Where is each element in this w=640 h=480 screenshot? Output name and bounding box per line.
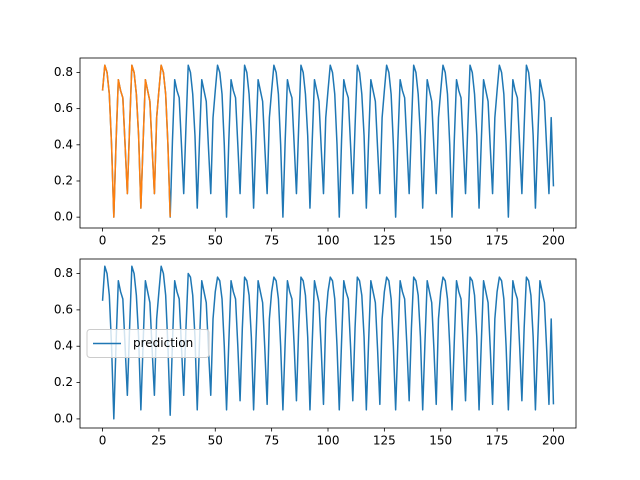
x-tick-label: 175 [486, 234, 509, 248]
line-series [101, 64, 555, 218]
x-tick-label: 125 [373, 434, 396, 448]
legend-label: prediction [133, 336, 193, 350]
x-tick-label: 75 [264, 434, 279, 448]
axes: 0 25 50 75 100 125 150 175 200 0.0 0.2 0.4 0.6 0.8 pre… [54, 258, 577, 448]
y-tick-label: 0.4 [54, 339, 73, 353]
line-series [101, 265, 555, 420]
x-tick-label: 150 [429, 234, 452, 248]
y-tick-label: 0.6 [54, 302, 73, 316]
x-tick-label: 125 [373, 234, 396, 248]
y-tick-label: 0.0 [54, 411, 73, 425]
x-tick-label: 25 [151, 234, 166, 248]
x-tick-label: 100 [317, 434, 340, 448]
x-tick-label: 50 [208, 234, 223, 248]
x-tick-label: 200 [542, 434, 565, 448]
x-tick-label: 75 [264, 234, 279, 248]
axes-frame [79, 258, 577, 429]
x-tick-label: 175 [486, 434, 509, 448]
x-tick-label: 0 [99, 434, 107, 448]
x-tick-label: 200 [542, 234, 565, 248]
x-tick-label: 50 [208, 434, 223, 448]
y-tick-label: 0.2 [54, 375, 73, 389]
axes: 0 25 50 75 100 125 150 175 200 0.0 0.2 0.4 0.6 0.8 [54, 57, 577, 248]
x-tick-label: 25 [151, 434, 166, 448]
legend-box [86, 329, 210, 358]
legend: prediction [86, 329, 210, 358]
y-tick-label: 0.8 [54, 65, 73, 79]
y-tick-label: 0.4 [54, 137, 73, 151]
y-tick-label: 0.0 [54, 210, 73, 224]
line-series [101, 64, 171, 218]
axes-frame [79, 57, 577, 229]
x-tick-label: 100 [317, 234, 340, 248]
y-tick-label: 0.2 [54, 173, 73, 187]
x-tick-label: 0 [99, 234, 107, 248]
y-tick-label: 0.6 [54, 101, 73, 115]
x-tick-label: 150 [429, 434, 452, 448]
y-tick-label: 0.8 [54, 266, 73, 280]
